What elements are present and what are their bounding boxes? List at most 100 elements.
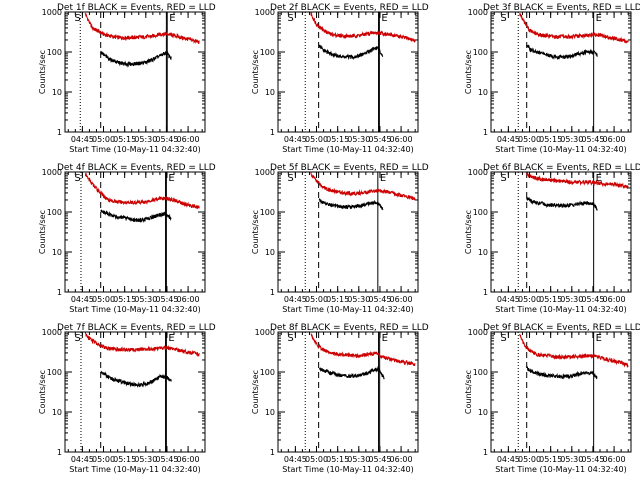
panel-title: Det 1f BLACK = Events, RED = LLD xyxy=(57,3,216,13)
plot-frame xyxy=(490,171,632,293)
start-marker-label: S xyxy=(500,173,506,184)
y-axis-label: Counts/sec xyxy=(251,370,260,414)
x-tick-label: 05:00 xyxy=(518,135,541,144)
x-tick-label: 05:15 xyxy=(539,295,562,304)
lld-series-line xyxy=(84,332,200,357)
x-tick-label: 05:45 xyxy=(368,295,391,304)
y-tick-label: 1 xyxy=(270,288,275,297)
end-marker-label: E xyxy=(596,173,602,184)
y-tick-label: 100 xyxy=(47,208,62,217)
x-tick-label: 04:45 xyxy=(71,455,94,464)
x-tick-label: 05:45 xyxy=(155,455,178,464)
x-tick-label: 05:45 xyxy=(155,135,178,144)
x-tick-label: 05:00 xyxy=(518,295,541,304)
y-tick-label: 10 xyxy=(52,88,62,97)
panel-title: Det 2f BLACK = Events, RED = LLD xyxy=(270,3,429,13)
end-marker-label: E xyxy=(168,333,174,344)
x-tick-label: 04:45 xyxy=(284,295,307,304)
plot-frame xyxy=(277,171,419,293)
events-series-line xyxy=(318,365,385,380)
events-series-line xyxy=(318,198,384,211)
events-series-line xyxy=(100,370,172,388)
x-tick-label: 06:00 xyxy=(390,135,413,144)
y-tick-label: 10 xyxy=(478,408,488,417)
start-marker-label: S xyxy=(500,13,506,24)
x-axis-label: Start Time (10-May-11 04:32:40) xyxy=(69,145,200,154)
y-tick-label: 100 xyxy=(260,368,275,377)
y-tick-label: 1 xyxy=(483,128,488,137)
x-axis-label: Start Time (10-May-11 04:32:40) xyxy=(495,465,626,474)
x-tick-label: 05:00 xyxy=(92,135,115,144)
x-tick-label: 05:00 xyxy=(518,455,541,464)
x-tick-label: 05:00 xyxy=(305,295,328,304)
x-tick-label: 05:30 xyxy=(134,295,157,304)
y-axis-label: Counts/sec xyxy=(38,50,47,94)
x-tick-label: 05:00 xyxy=(305,135,328,144)
lld-series-line xyxy=(310,333,416,366)
start-marker-label: S xyxy=(287,13,293,24)
lld-series-line xyxy=(519,13,629,44)
panel-title: Det 6f BLACK = Events, RED = LLD xyxy=(483,163,640,173)
lld-series-line xyxy=(526,172,629,190)
x-tick-label: 05:15 xyxy=(113,295,136,304)
events-series-line xyxy=(100,50,172,68)
x-tick-label: 05:15 xyxy=(326,135,349,144)
x-axis-label: Start Time (10-May-11 04:32:40) xyxy=(495,145,626,154)
y-tick-label: 10 xyxy=(265,408,275,417)
start-marker-label: S xyxy=(500,333,506,344)
y-axis-label: Counts/sec xyxy=(464,50,473,94)
y-tick-label: 10 xyxy=(478,248,488,257)
events-series-line xyxy=(526,44,598,60)
x-tick-label: 05:45 xyxy=(155,295,178,304)
x-tick-label: 05:30 xyxy=(560,455,583,464)
x-tick-label: 05:30 xyxy=(347,455,370,464)
x-tick-label: 06:00 xyxy=(603,135,626,144)
y-axis-label: Counts/sec xyxy=(464,210,473,254)
x-axis-label: Start Time (10-May-11 04:32:40) xyxy=(282,145,413,154)
plot-frame xyxy=(490,11,632,133)
y-tick-label: 1 xyxy=(57,128,62,137)
x-tick-label: 05:15 xyxy=(539,135,562,144)
y-tick-label: 10 xyxy=(52,408,62,417)
y-tick-label: 1000 xyxy=(468,168,488,177)
y-axis-label: Counts/sec xyxy=(251,50,260,94)
x-tick-label: 05:30 xyxy=(560,135,583,144)
y-tick-label: 1000 xyxy=(255,8,275,17)
end-marker-label: E xyxy=(596,13,602,24)
x-tick-label: 04:45 xyxy=(71,135,94,144)
plot-frame xyxy=(64,331,206,453)
x-axis-label: Start Time (10-May-11 04:32:40) xyxy=(69,305,200,314)
x-tick-label: 05:15 xyxy=(113,135,136,144)
y-tick-label: 100 xyxy=(473,48,488,57)
y-tick-label: 100 xyxy=(473,208,488,217)
x-tick-label: 05:30 xyxy=(134,135,157,144)
x-tick-label: 04:45 xyxy=(497,295,520,304)
events-series-line xyxy=(318,44,384,61)
plot-frame xyxy=(64,171,206,293)
y-axis-label: Counts/sec xyxy=(38,370,47,414)
x-axis-label: Start Time (10-May-11 04:32:40) xyxy=(282,305,413,314)
end-marker-label: E xyxy=(381,13,387,24)
lld-series-line xyxy=(310,172,416,201)
x-tick-label: 04:45 xyxy=(71,295,94,304)
x-tick-label: 04:45 xyxy=(284,135,307,144)
x-axis-label: Start Time (10-May-11 04:32:40) xyxy=(69,465,200,474)
events-series-line xyxy=(100,209,172,224)
x-axis-label: Start Time (10-May-11 04:32:40) xyxy=(495,305,626,314)
panel-title: Det 4f BLACK = Events, RED = LLD xyxy=(57,163,216,173)
y-tick-label: 100 xyxy=(47,368,62,377)
y-tick-label: 1 xyxy=(57,448,62,457)
start-marker-label: S xyxy=(74,333,80,344)
x-tick-label: 05:00 xyxy=(92,295,115,304)
x-tick-label: 06:00 xyxy=(603,455,626,464)
